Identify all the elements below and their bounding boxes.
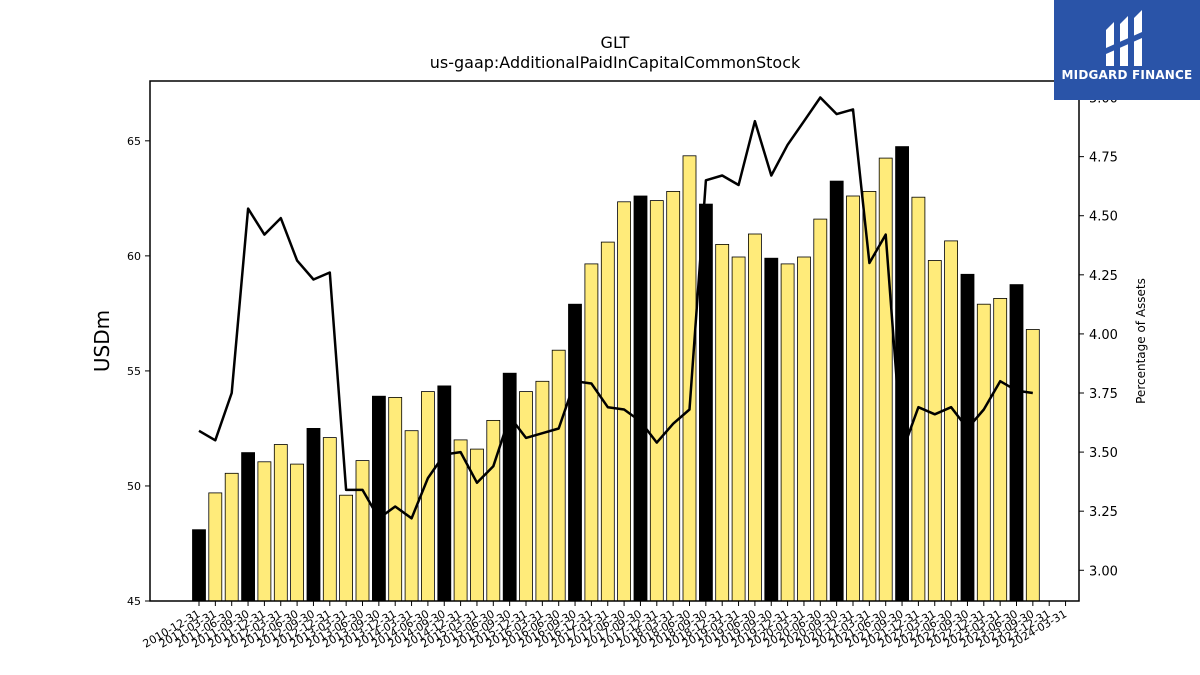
bar-2014-12-31 (453, 439, 468, 602)
bar-2011-12-31 (257, 461, 272, 602)
bar-2020-03-31 (797, 256, 811, 602)
logo-mark-icon (1106, 10, 1142, 66)
bar-2017-06-30 (617, 201, 631, 602)
bar-2022-06-30 (944, 240, 958, 602)
bar-2018-09-30 (699, 203, 713, 602)
bar-2016-09-30 (568, 303, 582, 602)
bar-2013-12-31 (388, 396, 403, 602)
bar-2017-03-31 (600, 241, 615, 602)
bar-2018-12-31 (715, 243, 730, 602)
bar-2012-03-31 (273, 444, 288, 602)
bar-2015-06-30 (486, 419, 501, 602)
bars-group (192, 146, 1040, 602)
bar-2017-12-31 (649, 200, 664, 602)
logo-text: MIDGARD FINANCE (1061, 68, 1193, 82)
bar-2019-06-30 (748, 233, 762, 602)
y2-tick-label: 3.00 (1089, 564, 1118, 579)
bar-2011-06-30 (224, 472, 239, 602)
bar-2013-06-30 (355, 460, 370, 602)
line-group (198, 96, 1033, 520)
y2-tick-label: 3.25 (1089, 505, 1118, 520)
y-axis-label: USDm (90, 310, 114, 372)
y-tick-label: 45 (127, 595, 141, 608)
bar-2012-12-31 (322, 437, 337, 602)
y2-tick-label: 4.50 (1089, 210, 1118, 225)
bar-2011-09-30 (241, 452, 256, 602)
bar-2010-12-31 (192, 529, 206, 602)
bar-2019-12-31 (780, 263, 795, 602)
bar-2015-12-31 (519, 391, 533, 602)
bar-2023-03-31 (993, 297, 1008, 602)
left-axis: 45 50 55 60 65 (127, 135, 150, 608)
plot-frame (149, 80, 1080, 602)
bar-2018-06-30 (682, 155, 697, 602)
y-tick-label: 55 (127, 365, 141, 378)
bar-2023-09-30 (1025, 329, 1040, 602)
bar-2020-12-31 (846, 195, 860, 602)
bar-2022-09-30 (960, 273, 975, 602)
bar-2013-09-30 (371, 395, 386, 602)
y-tick-label: 50 (127, 480, 141, 493)
y-tick-label: 60 (127, 250, 141, 263)
bar-2020-06-30 (813, 218, 828, 602)
percentage-line (198, 96, 1033, 520)
y2-tick-label: 4.75 (1089, 151, 1118, 166)
y2-tick-label: 4.25 (1089, 269, 1118, 284)
bar-2021-12-31 (911, 196, 926, 602)
bar-2013-03-31 (339, 494, 354, 602)
bar-2018-03-31 (666, 190, 681, 602)
chart-subtitle: us-gaap:AdditionalPaidInCapitalCommonSto… (430, 53, 801, 72)
y-tick-label: 65 (127, 135, 141, 148)
bar-2012-06-30 (290, 463, 305, 602)
bar-2021-09-30 (895, 146, 909, 602)
bar-2014-09-30 (437, 385, 452, 602)
bar-2011-03-31 (208, 492, 223, 602)
bar-2016-12-31 (584, 263, 599, 602)
bar-2023-06-30 (1009, 284, 1024, 602)
bar-2015-09-30 (502, 372, 517, 602)
y2-tick-label: 3.75 (1089, 387, 1118, 402)
bar-2019-09-30 (764, 257, 779, 602)
bar-2014-06-30 (420, 391, 435, 602)
y2-axis-label: Percentage of Assets (1134, 278, 1148, 404)
chart-title: GLT (601, 33, 630, 52)
right-axis: 3.003.253.503.754.004.254.504.755.00 (1079, 92, 1118, 579)
bar-2016-06-30 (551, 349, 566, 602)
y2-tick-label: 4.00 (1089, 328, 1118, 343)
bar-2020-09-30 (829, 180, 844, 602)
bar-2012-09-30 (306, 427, 321, 602)
y2-tick-label: 3.50 (1089, 446, 1118, 461)
bar-2016-03-31 (535, 380, 550, 602)
bar-2019-03-31 (731, 256, 746, 602)
bar-2017-09-30 (633, 195, 648, 602)
bar-2021-06-30 (878, 157, 893, 602)
bar-2022-03-31 (927, 260, 942, 602)
midgard-finance-logo: MIDGARD FINANCE (1054, 0, 1200, 100)
x-axis: 2010-12-312011-03-312011-06-302011-09-30… (141, 601, 1069, 651)
bar-2022-12-31 (976, 303, 991, 602)
